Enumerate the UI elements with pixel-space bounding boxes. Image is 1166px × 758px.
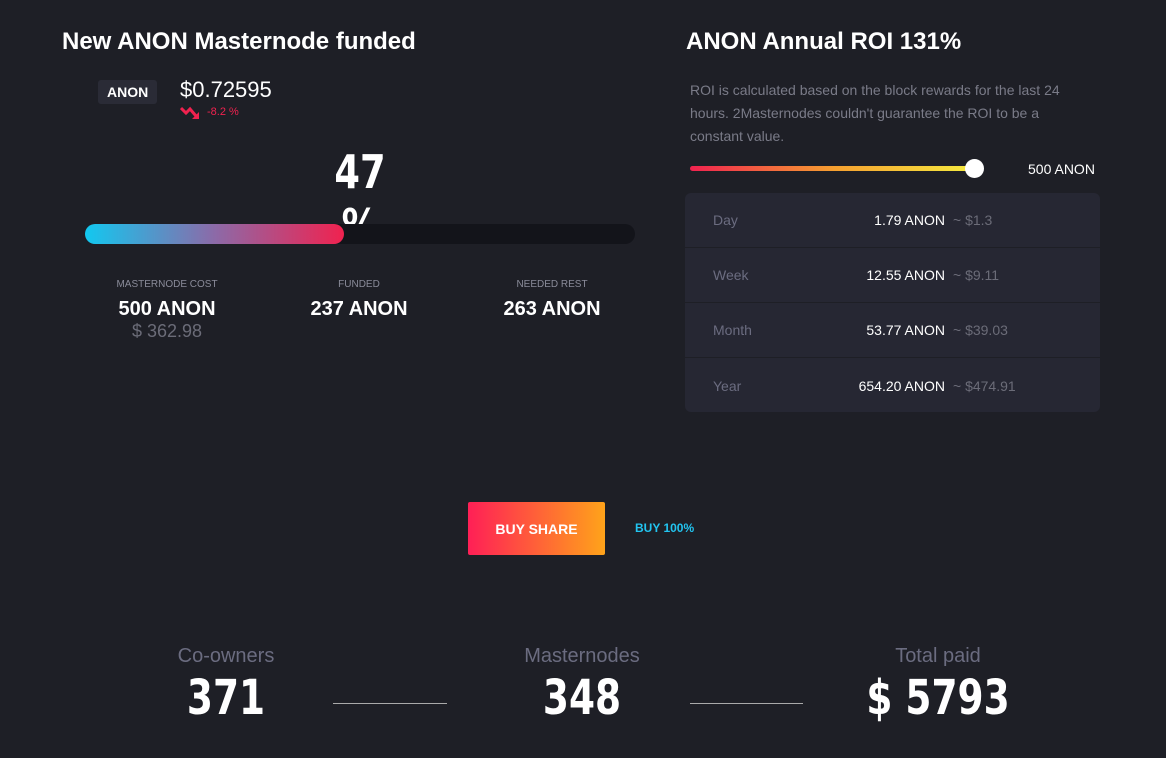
total-label: Masternodes: [524, 645, 640, 667]
total-label: Total paid: [895, 645, 981, 667]
stat-value: 500 ANON: [118, 298, 216, 320]
period: Month: [713, 322, 752, 338]
ticker-badge: ANON: [98, 80, 158, 104]
amount-slider[interactable]: [690, 159, 984, 178]
stat-funded: FUNDED 237 ANON: [259, 279, 459, 321]
total-value: $ 5793: [866, 670, 1010, 726]
usd: ~ $9.11: [953, 267, 1000, 283]
amount: 1.79 ANON: [874, 212, 945, 228]
stat-value: 263 ANON: [503, 298, 601, 320]
roi-row-week: Week 12.55 ANON ~ $9.11: [685, 248, 1100, 303]
slider-handle[interactable]: [965, 159, 984, 178]
usd: ~ $1.3: [953, 212, 993, 228]
funding-progress-fill: [85, 224, 344, 244]
divider: [690, 703, 803, 704]
stat-sub: $ 362.98: [131, 321, 203, 341]
roi-table: Day 1.79 ANON ~ $1.3 Week 12.55 ANON ~ $9.11…: [685, 193, 1100, 412]
trend-down-icon: [180, 106, 199, 119]
period: Year: [713, 377, 742, 394]
stat-needed-rest: NEEDED REST 263 ANON: [452, 279, 652, 321]
buy-100-link[interactable]: BUY 100%: [635, 521, 695, 535]
stat-label: FUNDED: [338, 279, 380, 290]
funded-percent: 47 %: [334, 145, 386, 253]
roi-row-month: Month 53.77 ANON ~ $39.03: [685, 303, 1100, 358]
price-change-value: -8.2 %: [207, 106, 239, 118]
stat-masternode-cost: MASTERNODE COST 500 ANON $ 362.98: [67, 279, 267, 342]
period: Day: [713, 212, 738, 228]
roi-row-year: Year 654.20 ANON ~ $474.91: [685, 358, 1100, 413]
total-label: Co-owners: [177, 645, 275, 667]
total-value: 348: [542, 670, 622, 726]
funding-title: New ANON Masternode funded: [62, 28, 416, 55]
amount: 654.20 ANON: [858, 377, 945, 394]
total-co-owners: Co-owners 371: [106, 645, 346, 726]
usd: ~ $474.91: [953, 377, 1016, 394]
divider: [333, 703, 447, 704]
usd: ~ $39.03: [953, 322, 1008, 338]
total-masternodes: Masternodes 348: [462, 645, 702, 726]
roi-row-day: Day 1.79 ANON ~ $1.3: [685, 193, 1100, 248]
price: $0.72595: [180, 77, 272, 102]
stat-value: 237 ANON: [310, 298, 408, 320]
funding-progress-bar: [85, 224, 635, 244]
period: Week: [713, 267, 749, 283]
amount: 53.77 ANON: [866, 322, 945, 338]
roi-title: ANON Annual ROI 131%: [686, 28, 962, 55]
amount: 12.55 ANON: [866, 267, 945, 283]
stat-label: MASTERNODE COST: [116, 279, 218, 290]
roi-description: ROI is calculated based on the block rew…: [690, 82, 1060, 144]
total-paid: Total paid $ 5793: [818, 645, 1058, 726]
stat-label: NEEDED REST: [516, 279, 588, 290]
total-value: 371: [186, 670, 266, 726]
buy-share-button[interactable]: BUY SHARE: [468, 502, 605, 555]
price-change: -8.2 %: [180, 105, 239, 119]
slider-value: 500 ANON: [1028, 161, 1095, 177]
